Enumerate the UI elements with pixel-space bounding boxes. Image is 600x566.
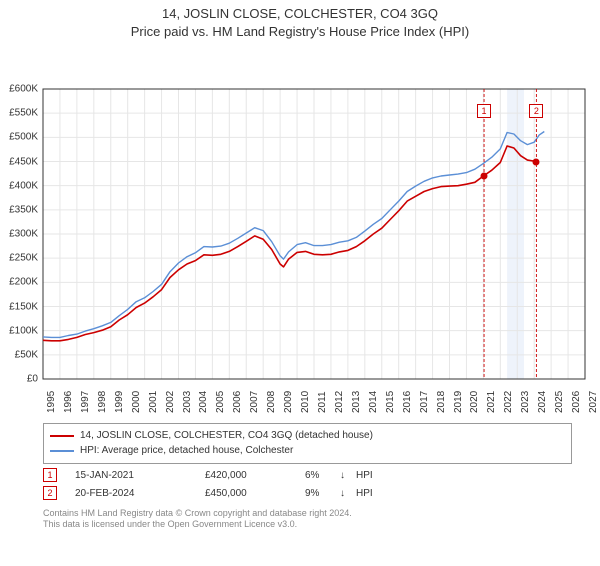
footer-note: Contains HM Land Registry data © Crown c… [43,508,572,531]
sale-marker-box: 2 [529,104,543,118]
y-axis-label: £500K [0,132,38,143]
legend-item: 14, JOSLIN CLOSE, COLCHESTER, CO4 3GQ (d… [50,429,565,443]
x-axis-label: 2017 [419,391,430,413]
legend-label: 14, JOSLIN CLOSE, COLCHESTER, CO4 3GQ (d… [80,429,373,443]
x-axis-label: 2022 [503,391,514,413]
x-axis-label: 2006 [232,391,243,413]
sale-row: 2 20-FEB-2024£450,0009%↓HPI [43,486,572,500]
x-axis-label: 1999 [114,391,125,413]
sale-point-dot [533,158,540,165]
x-axis-label: 1998 [97,391,108,413]
legend-swatch [50,450,74,452]
x-axis-label: 2019 [453,391,464,413]
x-axis-label: 1995 [46,391,57,413]
sale-row: 1 15-JAN-2021£420,0006%↓HPI [43,468,572,482]
sale-vs-label: HPI [356,470,373,481]
x-axis-label: 2020 [469,391,480,413]
y-axis-label: £50K [0,349,38,360]
y-axis-label: £600K [0,84,38,95]
x-axis-label: 2016 [402,391,413,413]
y-axis-label: £300K [0,229,38,240]
y-axis-label: £350K [0,204,38,215]
y-axis-label: £400K [0,180,38,191]
y-axis-label: £200K [0,277,38,288]
sale-price: £420,000 [205,470,305,481]
sales-list: 1 15-JAN-2021£420,0006%↓HPI 2 20-FEB-2024£4… [43,468,572,500]
sale-date: 20-FEB-2024 [75,488,205,499]
x-axis-label: 2003 [182,391,193,413]
chart-title-line1: 14, JOSLIN CLOSE, COLCHESTER, CO4 3GQ [0,6,600,21]
sale-price: £450,000 [205,488,305,499]
x-axis-label: 2021 [486,391,497,413]
sale-point-dot [481,173,488,180]
sale-date: 15-JAN-2021 [75,470,205,481]
x-axis-label: 2007 [249,391,260,413]
legend: 14, JOSLIN CLOSE, COLCHESTER, CO4 3GQ (d… [43,423,572,464]
x-axis-label: 2012 [334,391,345,413]
series-line [43,146,536,341]
x-axis-label: 2002 [165,391,176,413]
legend-swatch [50,435,74,437]
x-axis-label: 1997 [80,391,91,413]
x-axis-label: 2014 [368,391,379,413]
legend-item: HPI: Average price, detached house, Colc… [50,444,565,458]
chart-title-line2: Price paid vs. HM Land Registry's House … [0,24,600,39]
x-axis-label: 2001 [148,391,159,413]
sale-row-marker: 2 [43,486,57,500]
x-axis-label: 2024 [537,391,548,413]
x-axis-label: 2026 [571,391,582,413]
y-axis-label: £250K [0,253,38,264]
x-axis-label: 1996 [63,391,74,413]
sale-marker-box: 1 [477,104,491,118]
x-axis-label: 2013 [351,391,362,413]
y-axis-label: £450K [0,156,38,167]
x-axis-label: 2008 [266,391,277,413]
y-axis-label: £100K [0,325,38,336]
x-axis-label: 2005 [215,391,226,413]
y-axis-label: £550K [0,108,38,119]
x-axis-label: 2000 [131,391,142,413]
x-axis-label: 2025 [554,391,565,413]
x-axis-label: 2027 [588,391,599,413]
x-axis-label: 2018 [436,391,447,413]
legend-label: HPI: Average price, detached house, Colc… [80,444,293,458]
y-axis-label: £0 [0,374,38,385]
footer-line1: Contains HM Land Registry data © Crown c… [43,508,572,519]
x-axis-label: 2010 [300,391,311,413]
footer-line2: This data is licensed under the Open Gov… [43,519,572,530]
sale-pct: 9% [305,488,340,499]
x-axis-label: 2009 [283,391,294,413]
x-axis-label: 2015 [385,391,396,413]
sale-row-marker: 1 [43,468,57,482]
down-arrow-icon: ↓ [340,470,356,481]
x-axis-label: 2004 [198,391,209,413]
sale-pct: 6% [305,470,340,481]
down-arrow-icon: ↓ [340,488,356,499]
x-axis-label: 2011 [317,391,328,413]
y-axis-label: £150K [0,301,38,312]
chart-area: £0 £50K £100K £150K £200K £250K £300K £350K £400… [0,39,600,423]
x-axis-label: 2023 [520,391,531,413]
sale-vs-label: HPI [356,488,373,499]
